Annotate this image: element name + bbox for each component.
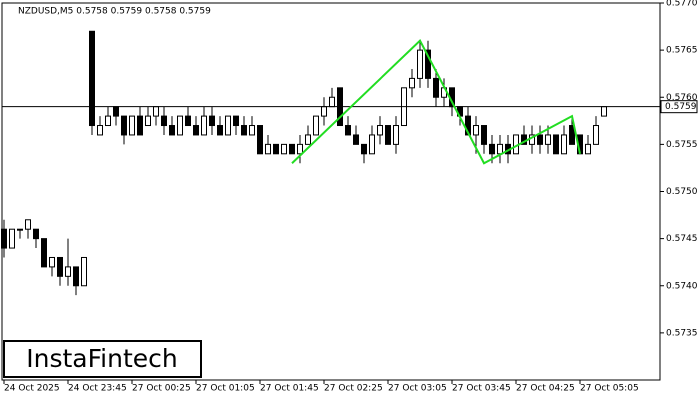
candle-body xyxy=(145,115,151,127)
x-tick-label: 24 Oct 23:45 xyxy=(68,384,127,394)
y-tick-label: 0.5770 xyxy=(666,0,698,9)
y-tick-label: 0.5735 xyxy=(666,328,698,338)
candle-body xyxy=(169,125,175,136)
x-tick-label: 27 Oct 03:05 xyxy=(388,384,447,394)
candle-body xyxy=(17,228,23,231)
candle-body xyxy=(113,106,119,117)
candle-body xyxy=(385,125,391,145)
watermark-box xyxy=(3,340,202,378)
candle-body xyxy=(241,125,247,136)
candle-body xyxy=(601,106,607,117)
candle-body xyxy=(193,125,199,136)
candle-body xyxy=(569,125,575,145)
x-tick-label: 27 Oct 04:25 xyxy=(516,384,575,394)
current-price-box xyxy=(660,100,698,114)
candle-body xyxy=(273,143,279,155)
candle-body xyxy=(153,106,159,117)
candle-body xyxy=(465,115,471,136)
candle-body xyxy=(473,125,479,136)
candle-body xyxy=(481,125,487,145)
candle-body xyxy=(377,125,383,136)
candle-body xyxy=(489,143,495,155)
candle-body xyxy=(81,256,87,287)
x-tick-label: 27 Oct 00:25 xyxy=(132,384,191,394)
y-tick-label: 0.5755 xyxy=(666,140,698,150)
candle-body xyxy=(321,106,327,117)
y-tick-label: 0.5740 xyxy=(666,281,698,291)
candle-body xyxy=(9,228,15,249)
x-tick-label: 24 Oct 2025 xyxy=(4,384,60,394)
candle-body xyxy=(65,266,71,277)
y-tick-label: 0.5760 xyxy=(666,93,698,103)
candle-body xyxy=(161,115,167,127)
candle-body xyxy=(41,238,47,268)
candle-body xyxy=(537,134,543,145)
candle-body xyxy=(217,125,223,136)
candle-body xyxy=(305,134,311,145)
candle-body xyxy=(201,115,207,136)
pattern-line xyxy=(291,39,581,165)
candle-body xyxy=(353,134,359,145)
candle-body xyxy=(369,134,375,155)
candle-body xyxy=(409,77,415,89)
candle-body xyxy=(561,134,567,155)
candle-body xyxy=(25,219,31,230)
y-tick-label: 0.5765 xyxy=(666,46,698,56)
candle-body xyxy=(497,143,503,155)
candle-body xyxy=(249,125,255,136)
candle-body xyxy=(585,143,591,155)
candle-body xyxy=(289,143,295,155)
chart-title: NZDUSD,M5 0.5758 0.5759 0.5758 0.5759 xyxy=(18,7,211,17)
current-price-label: 0.5759 xyxy=(665,102,697,112)
candle-body xyxy=(545,134,551,145)
watermark: InstaFintech xyxy=(26,344,178,373)
candle-body xyxy=(129,115,135,136)
y-tick-label: 0.5750 xyxy=(666,187,698,197)
x-tick-label: 27 Oct 03:45 xyxy=(452,384,511,394)
candle-body xyxy=(57,256,63,277)
candle-body xyxy=(121,115,127,136)
plot-frame xyxy=(1,2,661,381)
candle-body xyxy=(297,143,303,155)
x-tick-label: 27 Oct 01:45 xyxy=(260,384,319,394)
candle-body xyxy=(233,115,239,127)
x-tick-label: 27 Oct 05:05 xyxy=(580,384,639,394)
candle-body xyxy=(257,125,263,155)
candle-body xyxy=(425,49,431,79)
candle-body xyxy=(89,30,95,127)
candle-body xyxy=(553,134,559,155)
candle-body xyxy=(97,125,103,136)
candle-body xyxy=(105,115,111,127)
candle-body xyxy=(225,115,231,136)
x-tick-label: 27 Oct 02:25 xyxy=(324,384,383,394)
candle-body xyxy=(417,49,423,79)
candle-body xyxy=(329,96,335,108)
candle-body xyxy=(185,115,191,127)
candle-body xyxy=(593,125,599,145)
candle-body xyxy=(265,143,271,155)
y-tick-label: 0.5745 xyxy=(666,234,698,244)
x-tick-label: 27 Oct 01:05 xyxy=(196,384,255,394)
candle-body xyxy=(345,125,351,136)
candle-body xyxy=(137,115,143,136)
candle-body xyxy=(49,256,55,268)
candle-body xyxy=(313,115,319,136)
candle-body xyxy=(1,228,7,249)
candle-body xyxy=(281,143,287,155)
candle-body xyxy=(209,115,215,127)
candle-body xyxy=(433,77,439,98)
candle-body xyxy=(393,125,399,145)
candle-body xyxy=(33,228,39,240)
candle-body xyxy=(361,143,367,155)
candle-body xyxy=(73,266,79,287)
candle-body xyxy=(177,115,183,136)
